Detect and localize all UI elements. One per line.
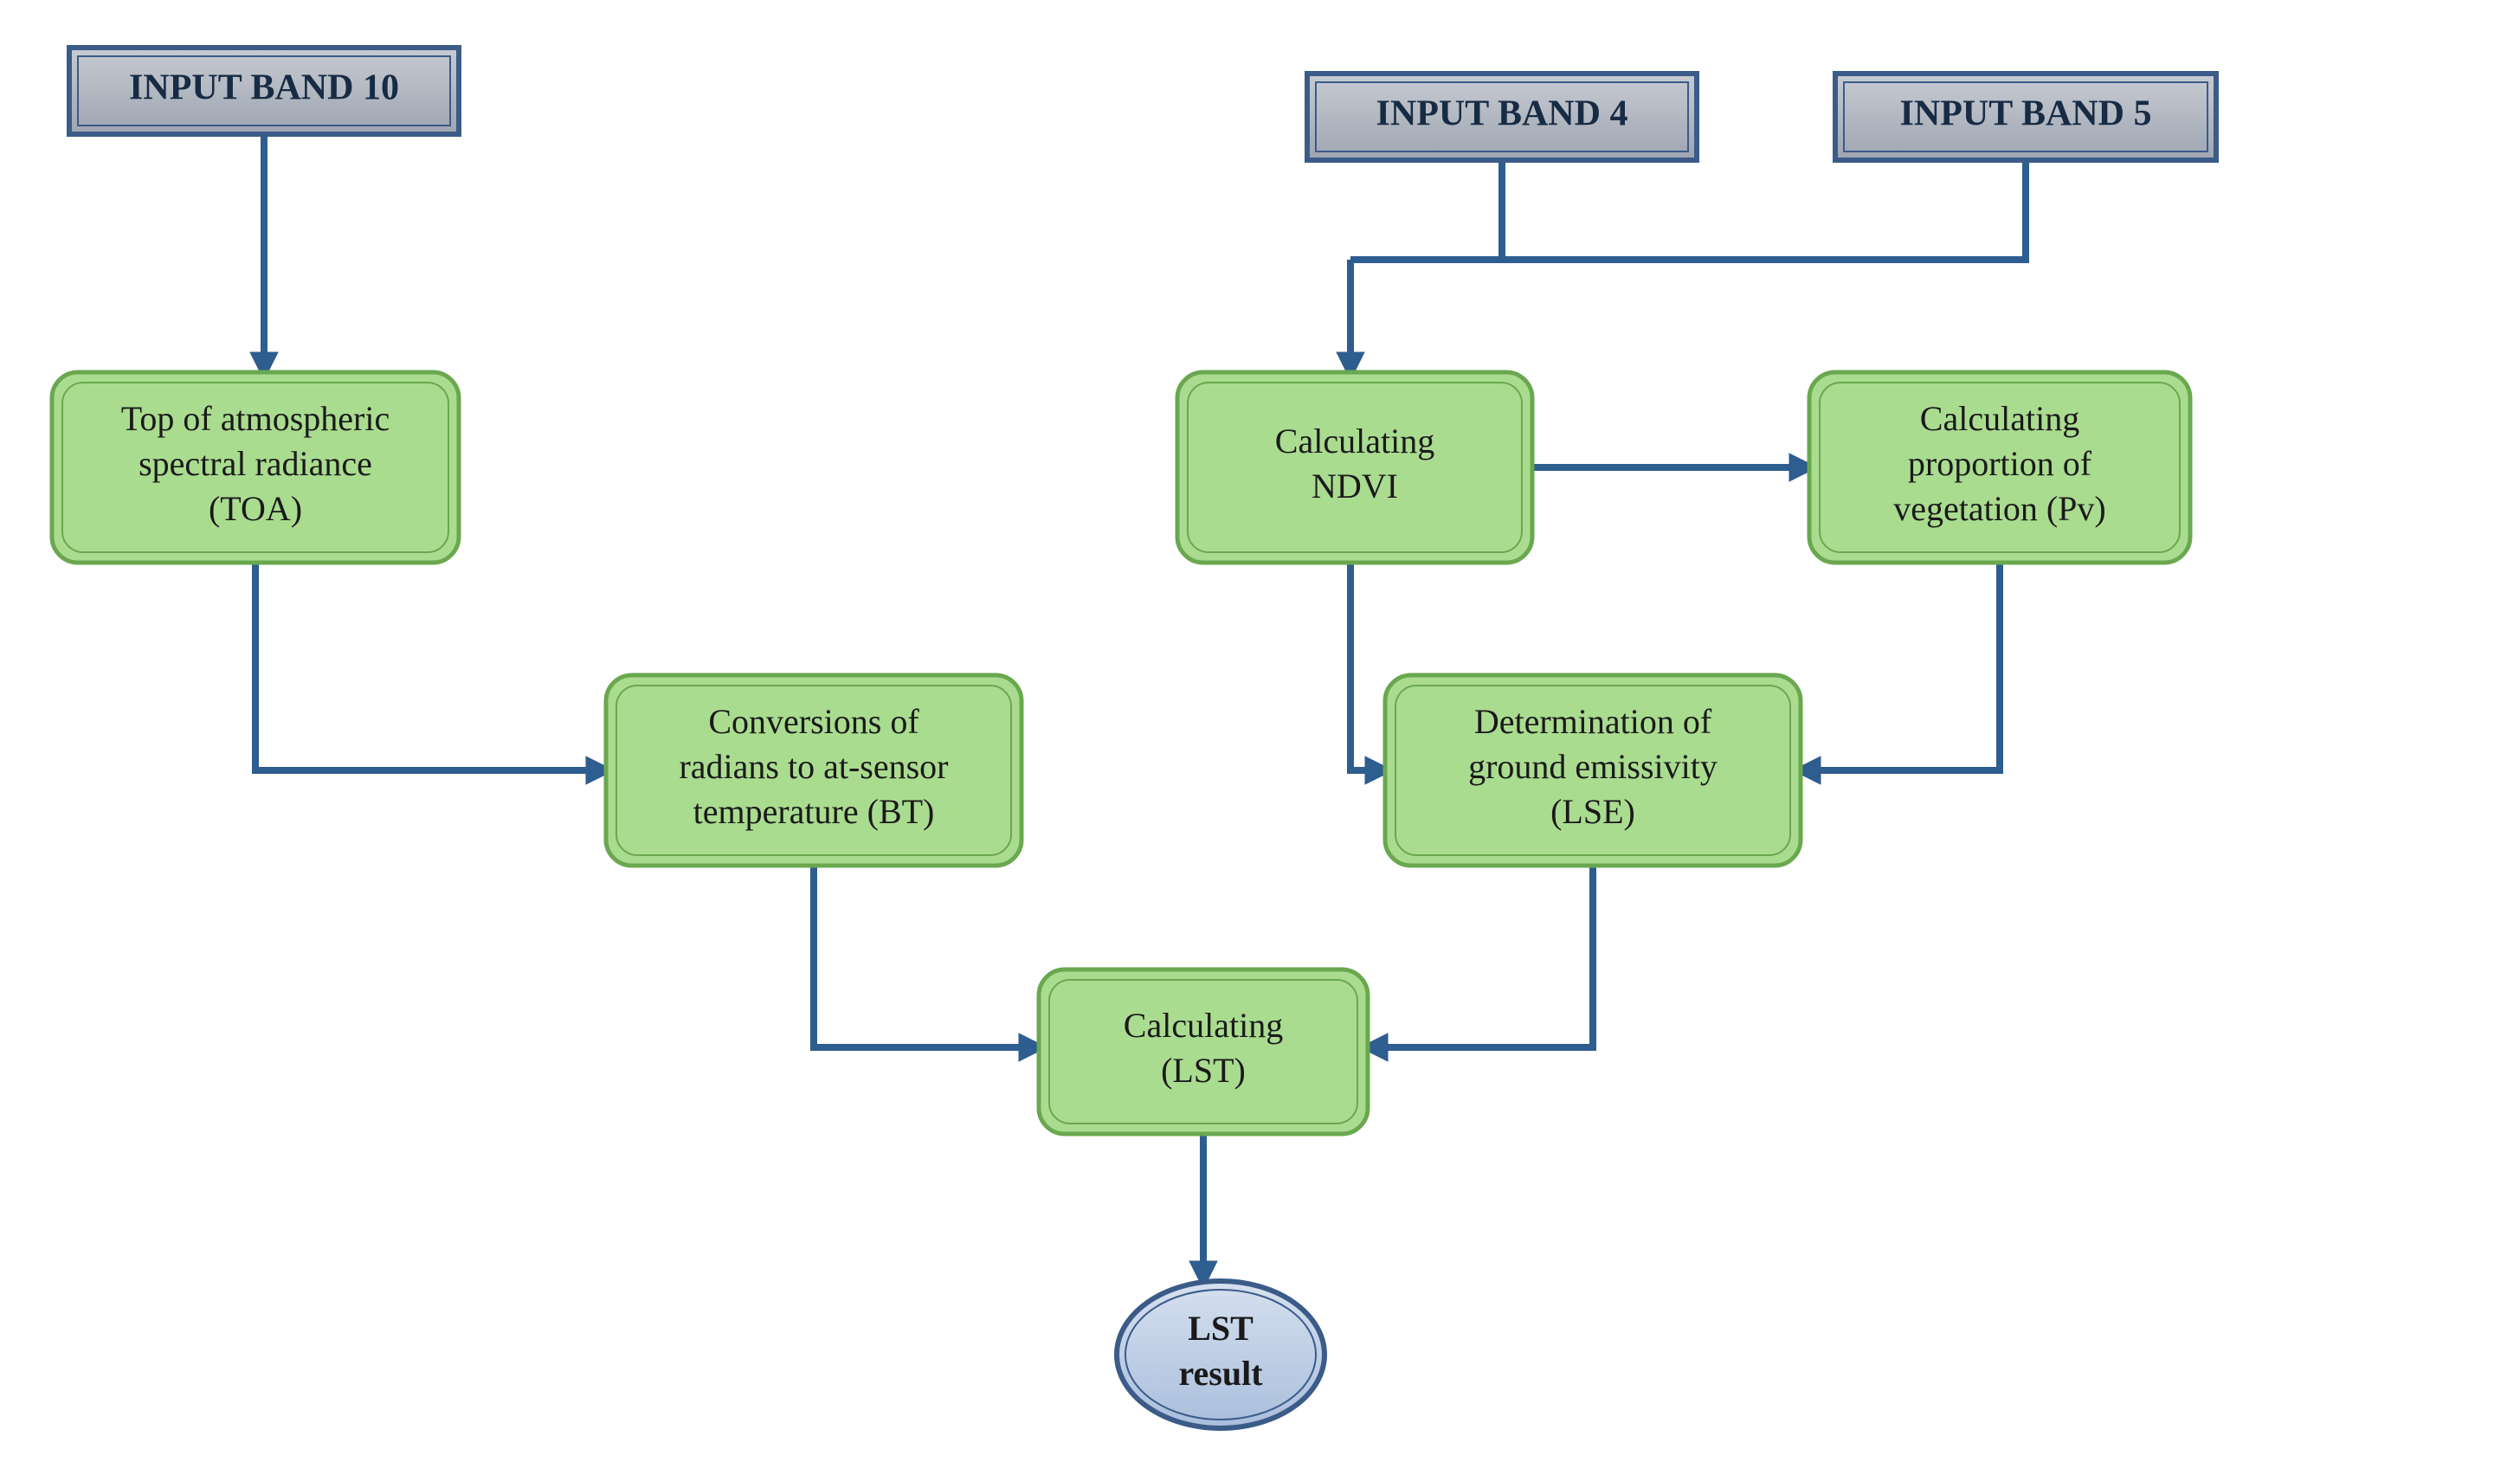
node-input5: INPUT BAND 5 [1835, 74, 2216, 160]
node-lse: Determination of ground emissivity (LSE) [1385, 675, 1801, 866]
node-bt-label-line-0: Conversions of [708, 702, 919, 741]
node-input5-label-line-0: INPUT BAND 5 [1900, 94, 2152, 134]
node-pv-label-line-0: Calculating [1920, 399, 2079, 438]
node-lse-label-line-2: (LSE) [1550, 792, 1635, 831]
node-result-label-line-1: result [1178, 1354, 1263, 1393]
node-bt-label-line-2: temperature (BT) [693, 792, 935, 831]
node-input4-label-line-0: INPUT BAND 4 [1376, 94, 1628, 134]
node-ndvi: Calculating NDVI [1177, 372, 1532, 563]
node-lse-label-line-1: ground emissivity [1468, 747, 1718, 786]
edge-toa-bt [255, 563, 606, 770]
node-pv-label-line-1: proportion of [1908, 444, 2092, 483]
node-result: LST result [1117, 1281, 1324, 1428]
node-input4: INPUT BAND 4 [1307, 74, 1697, 160]
node-ndvi-label-line-1: NDVI [1312, 467, 1398, 505]
edge-bt-lst [814, 866, 1039, 1047]
node-lse-label-line-0: Determination of [1474, 702, 1712, 741]
edge-pv-lse [1801, 563, 2000, 770]
edge-ndvi-lse [1350, 563, 1385, 770]
node-toa-label-line-0: Top of atmospheric [121, 399, 390, 438]
node-ndvi-label-line-0: Calculating [1275, 422, 1434, 460]
node-bt: Conversions of radians to at-sensor temper… [606, 675, 1022, 866]
edge-input5-merge [1350, 160, 2026, 260]
node-lst-label-line-1: (LST) [1161, 1051, 1246, 1090]
flowchart-canvas: INPUT BAND 10 INPUT BAND 4 INPUT BAND 5 Top… [0, 0, 2520, 1481]
node-toa-label-line-1: spectral radiance [139, 444, 372, 483]
node-pv: Calculating proportion of vegetation (Pv) [1809, 372, 2190, 563]
node-input10-label-line-0: INPUT BAND 10 [129, 68, 399, 108]
node-toa: Top of atmospheric spectral radiance (TOA) [52, 372, 459, 563]
node-result-label-line-0: LST [1188, 1309, 1254, 1348]
edge-lse-lst [1368, 866, 1593, 1047]
node-input10: INPUT BAND 10 [69, 48, 459, 134]
node-toa-label-line-2: (TOA) [209, 489, 302, 528]
node-lst-label-line-0: Calculating [1124, 1006, 1283, 1045]
node-lst: Calculating (LST) [1039, 969, 1368, 1134]
node-pv-label-line-2: vegetation (Pv) [1893, 489, 2106, 528]
node-bt-label-line-1: radians to at-sensor [679, 747, 948, 786]
